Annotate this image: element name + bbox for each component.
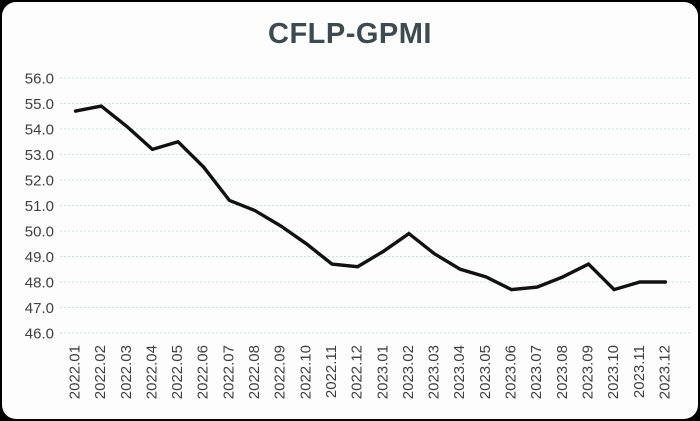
x-tick-label: 2022.10 (297, 345, 314, 399)
x-tick-label: 2022.02 (92, 345, 109, 399)
x-tick-label: 2022.05 (169, 345, 186, 399)
y-tick-label: 51.0 (25, 198, 54, 215)
y-tick-label: 56.0 (25, 70, 54, 87)
y-tick-label: 49.0 (25, 249, 54, 266)
x-tick-label: 2023.10 (605, 345, 622, 399)
chart-title: CFLP-GPMI (268, 18, 432, 50)
x-tick-label: 2022.04 (143, 345, 160, 399)
x-tick-label: 2023.09 (579, 345, 596, 399)
x-tick-label: 2022.11 (323, 345, 340, 398)
x-tick-label: 2022.03 (118, 345, 135, 399)
x-tick-label: 2023.04 (451, 345, 468, 399)
x-tick-label: 2023.07 (528, 345, 545, 399)
y-tick-label: 46.0 (25, 325, 54, 342)
y-tick-label: 53.0 (25, 147, 54, 164)
y-tick-label: 48.0 (25, 274, 54, 291)
y-tick-label: 52.0 (25, 172, 54, 189)
x-tick-label: 2022.06 (195, 345, 212, 399)
x-tick-label: 2023.12 (656, 345, 673, 399)
x-tick-label: 2023.01 (374, 345, 391, 399)
x-tick-label: 2022.01 (66, 345, 83, 399)
y-tick-label: 55.0 (25, 96, 54, 113)
x-tick-label: 2023.06 (503, 345, 520, 399)
y-tick-label: 54.0 (25, 121, 54, 138)
x-tick-label: 2022.12 (349, 345, 366, 399)
x-tick-label: 2022.07 (220, 345, 237, 399)
x-tick-label: 2023.03 (426, 345, 443, 399)
x-tick-label: 2022.08 (246, 345, 263, 399)
x-tick-label: 2023.05 (477, 345, 494, 399)
y-tick-label: 47.0 (25, 300, 54, 317)
x-tick-label: 2023.02 (400, 345, 417, 399)
x-tick-label: 2023.11 (631, 345, 648, 398)
x-tick-label: 2023.08 (554, 345, 571, 399)
data-line (73, 104, 668, 292)
x-tick-label: 2022.09 (272, 345, 289, 399)
y-tick-label: 50.0 (25, 223, 54, 240)
